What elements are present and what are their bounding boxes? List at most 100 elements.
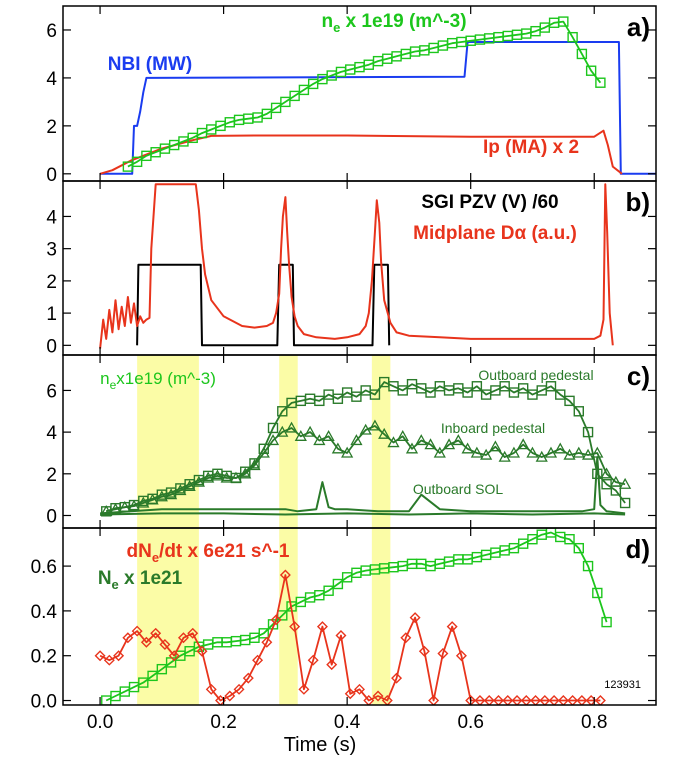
triangle-marker: [507, 446, 521, 458]
triangle-marker: [146, 493, 159, 505]
y-tick-label: 2: [46, 272, 57, 293]
y-tick-label: 0.6: [31, 557, 57, 578]
diamond-marker: [418, 645, 430, 657]
x-axis-label: Time (s): [284, 734, 357, 756]
triangle-marker: [480, 448, 493, 460]
triangle-marker: [350, 434, 363, 446]
panel-series-1: [99, 183, 614, 349]
label-rest: α (a.u.): [515, 223, 577, 244]
diamond-marker: [437, 647, 449, 659]
square-marker: [147, 670, 158, 682]
diamond-marker: [363, 695, 375, 705]
diamond-marker: [159, 639, 171, 650]
square-marker: [558, 16, 569, 27]
diamond-marker: [279, 569, 291, 581]
triangle-marker: [461, 442, 474, 454]
label-main: N: [98, 568, 112, 589]
label-main: Ip (MA) x 2: [483, 137, 579, 158]
triangle-marker: [554, 442, 567, 454]
triangle-marker: [544, 446, 558, 458]
square-marker: [582, 560, 594, 572]
square-marker: [545, 381, 557, 392]
panel-frames: [62, 5, 657, 706]
triangle-marker: [303, 425, 317, 437]
y-tick-label: 0.0: [31, 692, 57, 713]
diamond-marker: [594, 695, 606, 705]
square-marker: [517, 383, 529, 394]
diamond-marker: [483, 695, 495, 705]
square-marker: [425, 387, 436, 398]
triangle-marker: [572, 446, 585, 458]
square-marker: [138, 677, 149, 688]
diamond-marker: [205, 683, 217, 695]
diamond-marker: [270, 614, 282, 626]
series-label: NBI (MW): [108, 54, 192, 75]
label-main: NBI (MW): [108, 54, 192, 75]
triangle-marker: [470, 446, 483, 458]
triangle-marker: [257, 446, 270, 458]
square-marker: [573, 542, 584, 554]
y-tick-label: 2: [46, 465, 57, 486]
panel-letter: d): [625, 534, 650, 564]
x-tick-label: 0.2: [210, 712, 236, 733]
diamond-marker: [261, 636, 273, 648]
square-marker: [585, 65, 597, 76]
series-label: dNe/dt x 6e21 s^-1: [126, 541, 289, 565]
square-marker: [369, 389, 381, 400]
triangle-marker: [294, 429, 307, 441]
square-marker: [332, 578, 344, 590]
square-marker: [555, 389, 566, 400]
triangle-marker: [600, 467, 613, 479]
triangle-marker: [164, 488, 178, 500]
diamond-marker: [520, 695, 532, 705]
panel-series-3: [94, 528, 612, 705]
diamond-marker: [298, 683, 310, 695]
series-line: [100, 512, 626, 516]
square-marker: [592, 587, 603, 599]
square-marker: [462, 387, 473, 398]
square-marker: [619, 497, 631, 509]
square-marker: [567, 31, 578, 43]
diamond-marker: [576, 695, 588, 705]
triangle-marker: [239, 467, 252, 479]
series-label: Inboard pedestal: [441, 420, 545, 436]
label-subscript: e: [110, 378, 117, 392]
square-marker: [280, 96, 291, 108]
triangle-marker: [266, 434, 280, 446]
panel-letter: b): [625, 187, 650, 217]
y-tick-label: 6: [46, 381, 57, 402]
diamond-marker: [140, 636, 152, 648]
series-line: [99, 183, 614, 349]
diamond-marker: [548, 695, 560, 705]
label-subscript: e: [333, 20, 340, 35]
label-rest: x 1e19 (m^-3): [340, 11, 466, 32]
triangle-marker: [202, 471, 215, 483]
square-marker: [261, 108, 273, 120]
diamond-marker: [242, 672, 254, 684]
diamond-marker: [428, 695, 440, 705]
triangle-marker: [526, 446, 539, 458]
triangle-marker: [285, 421, 298, 433]
square-marker: [573, 406, 584, 417]
square-marker: [258, 628, 269, 639]
diamond-marker: [455, 650, 467, 662]
triangle-marker: [183, 479, 196, 491]
tick-labels: 0 2 4 6 0 1 2 3 4 0 2 4 6 0.0 0.2 0.4 0.6 0.0 0.2 0.4 0.6 0.8: [31, 21, 608, 733]
diamond-marker: [354, 683, 365, 695]
square-marker: [397, 385, 408, 396]
triangle-marker: [489, 440, 502, 452]
triangle-marker: [619, 477, 632, 489]
triangle-marker: [341, 446, 354, 458]
diamond-marker: [122, 632, 134, 644]
series-layer: [94, 16, 656, 705]
square-marker: [298, 84, 310, 96]
series-line: [105, 381, 626, 513]
y-tick-label: 4: [46, 423, 57, 444]
label-main: Outboard SOL: [413, 481, 503, 497]
series-line: [99, 574, 601, 702]
triangle-marker: [229, 471, 243, 483]
diamond-marker: [103, 654, 115, 666]
square-marker: [471, 381, 483, 392]
panel-frame: [62, 527, 657, 706]
